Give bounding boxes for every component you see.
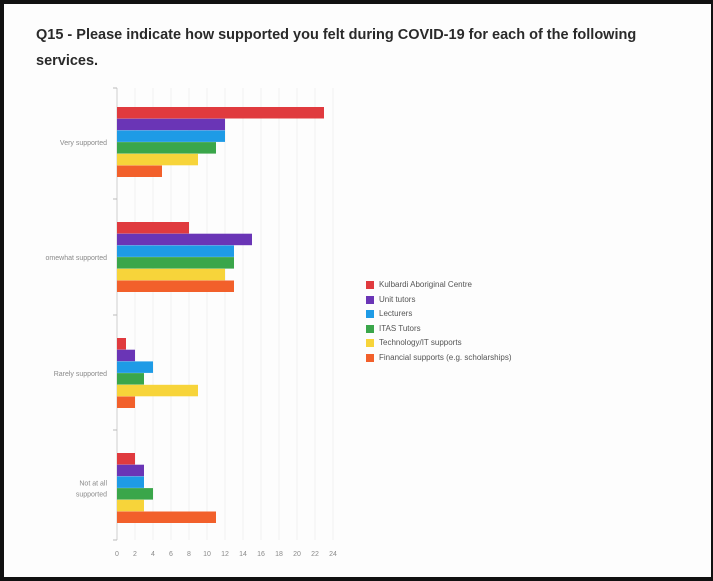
bar-itas-tutors-2: [117, 373, 144, 385]
x-tick-label: 22: [311, 551, 319, 558]
x-tick-label: 0: [115, 551, 119, 558]
x-tick-label: 20: [293, 551, 301, 558]
bar-kulbardi-aboriginal-centre-1: [117, 222, 189, 234]
bar-technology-it-supports-3: [117, 499, 144, 512]
bar-technology-it-supports-2: [117, 384, 198, 397]
x-tick-label: 24: [329, 551, 337, 558]
bar-technology-it-supports-1: [117, 268, 225, 281]
legend-item: Unit tutors: [366, 293, 512, 308]
bar-itas-tutors-1: [117, 257, 234, 269]
legend-label: Technology/IT supports: [379, 338, 462, 347]
bar-unit-tutors-1: [117, 233, 252, 246]
chart-title: Q15 - Please indicate how supported you …: [36, 27, 637, 69]
legend-item: Lecturers: [366, 307, 512, 322]
legend-item: Technology/IT supports: [366, 336, 512, 351]
x-tick-label: 18: [275, 551, 283, 558]
legend-label: ITAS Tutors: [379, 323, 421, 333]
x-tick-label: 12: [221, 551, 229, 558]
bar-technology-it-supports-0: [117, 153, 198, 166]
legend-item: ITAS Tutors: [366, 322, 512, 337]
legend-item: Kulbardi Aboriginal Centre: [366, 278, 512, 293]
bar-financial-supports-e-g-scholarships--1: [117, 280, 234, 292]
bar-kulbardi-aboriginal-centre-3: [117, 453, 135, 465]
legend-swatch: [366, 324, 374, 333]
x-tick-label: 6: [169, 551, 173, 558]
legend-swatch: [366, 281, 374, 290]
bar-itas-tutors-0: [117, 142, 216, 154]
chart-legend: Kulbardi Aboriginal Centre Unit tutors Lec…: [366, 278, 512, 365]
bar-financial-supports-e-g-scholarships--2: [117, 396, 135, 408]
y-category-label: Not at all supported: [76, 481, 108, 499]
bar-unit-tutors-0: [117, 118, 225, 131]
bar-lecturers-3: [117, 476, 144, 488]
legend-item: Financial supports (e.g. scholarships): [366, 351, 512, 366]
x-tick-label: 8: [187, 551, 191, 558]
bar-kulbardi-aboriginal-centre-2: [117, 338, 126, 350]
legend-label: Financial supports (e.g. scholarships): [379, 352, 512, 362]
bar-lecturers-1: [117, 245, 234, 257]
legend-swatch: [366, 339, 374, 348]
legend-label: Unit tutors: [379, 294, 416, 304]
legend-label: Lecturers: [379, 309, 413, 318]
bar-kulbardi-aboriginal-centre-0: [117, 107, 324, 119]
x-tick-label: 2: [133, 551, 137, 558]
legend-swatch: [366, 353, 374, 362]
bar-financial-supports-e-g-scholarships--0: [117, 165, 162, 177]
y-category-label: Rarely supported: [54, 371, 107, 378]
legend-swatch: [366, 295, 374, 304]
x-tick-label: 4: [151, 551, 155, 558]
legend-swatch: [366, 310, 374, 319]
bar-financial-supports-e-g-scholarships--3: [117, 511, 216, 523]
bar-itas-tutors-3: [117, 488, 153, 500]
legend-label: Kulbardi Aboriginal Centre: [379, 280, 472, 289]
bar-lecturers-0: [117, 130, 225, 142]
x-tick-label: 10: [203, 551, 211, 558]
y-category-label: Very supported: [60, 140, 107, 147]
bar-unit-tutors-3: [117, 464, 144, 477]
x-tick-label: 14: [239, 551, 247, 558]
x-tick-label: 16: [257, 551, 265, 558]
bar-lecturers-2: [117, 361, 153, 373]
bar-unit-tutors-2: [117, 349, 135, 362]
y-category-label: omewhat supported: [46, 255, 108, 262]
